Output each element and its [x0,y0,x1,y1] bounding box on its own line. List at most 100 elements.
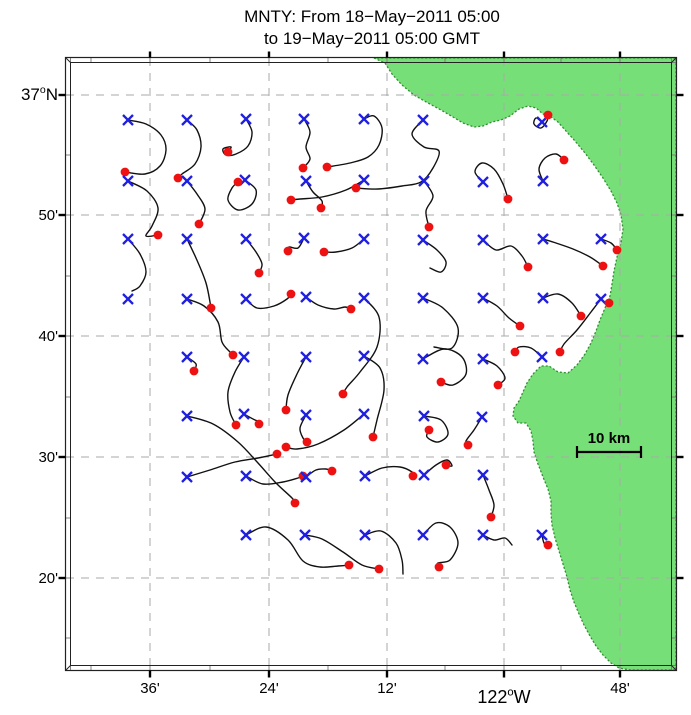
start-x-marker [300,175,312,187]
start-x-marker [537,292,549,304]
graticule-grid-layer [66,58,676,670]
end-dot-marker [316,203,326,213]
x-axis-tick-label: 12' [377,680,397,697]
end-dot-marker [281,442,291,452]
frame-bar [444,665,505,671]
figure-title-line2: to 19−May−2011 05:00 GMT [264,29,480,48]
start-x-marker [299,529,311,541]
start-x-marker [240,470,252,482]
drifter-trajectory [482,358,506,386]
start-x-marker [358,233,370,245]
start-x-marker [181,233,193,245]
frame-bar [65,57,71,96]
end-dot-marker [523,262,533,272]
start-x-marker [181,351,193,363]
end-dot-marker [486,512,496,522]
drifter-trajectory [422,297,460,350]
end-dot-marker [254,419,264,429]
trajectory-layer [124,114,618,575]
drifter-trajectory [245,526,350,568]
drifter-trajectory [355,119,440,190]
map-frame-layer [58,51,684,678]
drifter-trajectory [423,415,449,443]
start-x-marker [536,529,548,541]
end-dot-marker [153,230,163,240]
start-x-marker [122,114,134,126]
start-x-marker [122,293,134,305]
start-x-marker [477,469,489,481]
end-dot-marker [281,405,291,415]
y-axis-tick-label: 40' [38,328,58,345]
drifter-trajectory [127,238,147,292]
frame-bar [90,665,151,671]
end-dot-marker [327,466,337,476]
end-dot-marker [368,432,378,442]
end-dot-marker [254,268,264,278]
frame-bar [560,665,621,671]
start-x-marker [476,411,488,423]
start-x-marker [298,113,310,125]
drifter-trajectory [423,459,453,476]
end-dot-marker [424,222,434,232]
end-dot-marker [223,147,233,157]
end-dot-marker [286,195,296,205]
start-x-marker [238,351,250,363]
start-x-marker [358,292,370,304]
start-x-marker [298,232,310,244]
end-dot-marker [503,194,513,204]
drifter-trajectory [227,356,245,426]
drifter-trajectory [422,521,459,568]
end-dot-marker [322,162,332,172]
end-dot-marker [344,560,354,570]
start-x-marker [417,529,429,541]
end-dot-marker [302,437,312,447]
end-dot-marker [272,449,282,459]
start-x-marker [358,350,370,362]
start-x-marker [359,529,371,541]
start-x-marker [477,234,489,246]
y-axis-tick-label: 20' [38,570,58,587]
start-x-marker [477,176,489,188]
start-x-marker [240,529,252,541]
end-dot-marker [598,261,608,271]
start-x-marker [418,469,430,481]
x-axis-tick-label: 122oW [477,686,530,707]
drifter-trajectory [285,413,365,450]
start-x-marker [358,113,370,125]
start-x-marker [477,529,489,541]
end-dot-marker [493,380,503,390]
drifter-trajectory [364,530,404,575]
x-axis-tick-label: 48' [610,680,630,697]
start-x-marker [595,293,607,305]
drifter-trajectory [186,415,296,504]
start-x-marker [595,233,607,245]
end-dot-marker [173,173,183,183]
drifter-trajectory [186,238,212,309]
end-dot-marker [612,245,622,255]
start-x-marker [181,410,193,422]
end-dot-marker [436,377,446,387]
land-layer [373,57,677,671]
drifter-trajectory [482,297,521,327]
end-dot-marker [543,110,553,120]
end-dot-marker [233,177,243,187]
end-dot-marker [576,311,586,321]
frame-bar [209,57,270,63]
end-dot-marker [189,366,199,376]
y-axis-tick-label: 37oN [21,84,58,104]
frame-inner [70,62,672,666]
drifter-trajectory [482,474,495,518]
frame-corner-bevel [65,665,71,671]
drifter-trajectory [482,534,513,546]
end-dot-marker [408,471,418,481]
end-dot-marker [298,163,308,173]
end-dot-marker [231,420,241,430]
start-x-marker [300,291,312,303]
drifter-trajectory [364,465,414,477]
drifter-trajectory [542,238,604,267]
start-x-marker [300,409,312,421]
start-x-marker [238,408,250,420]
end-dot-marker [194,219,204,229]
drifter-trajectory [177,119,202,179]
